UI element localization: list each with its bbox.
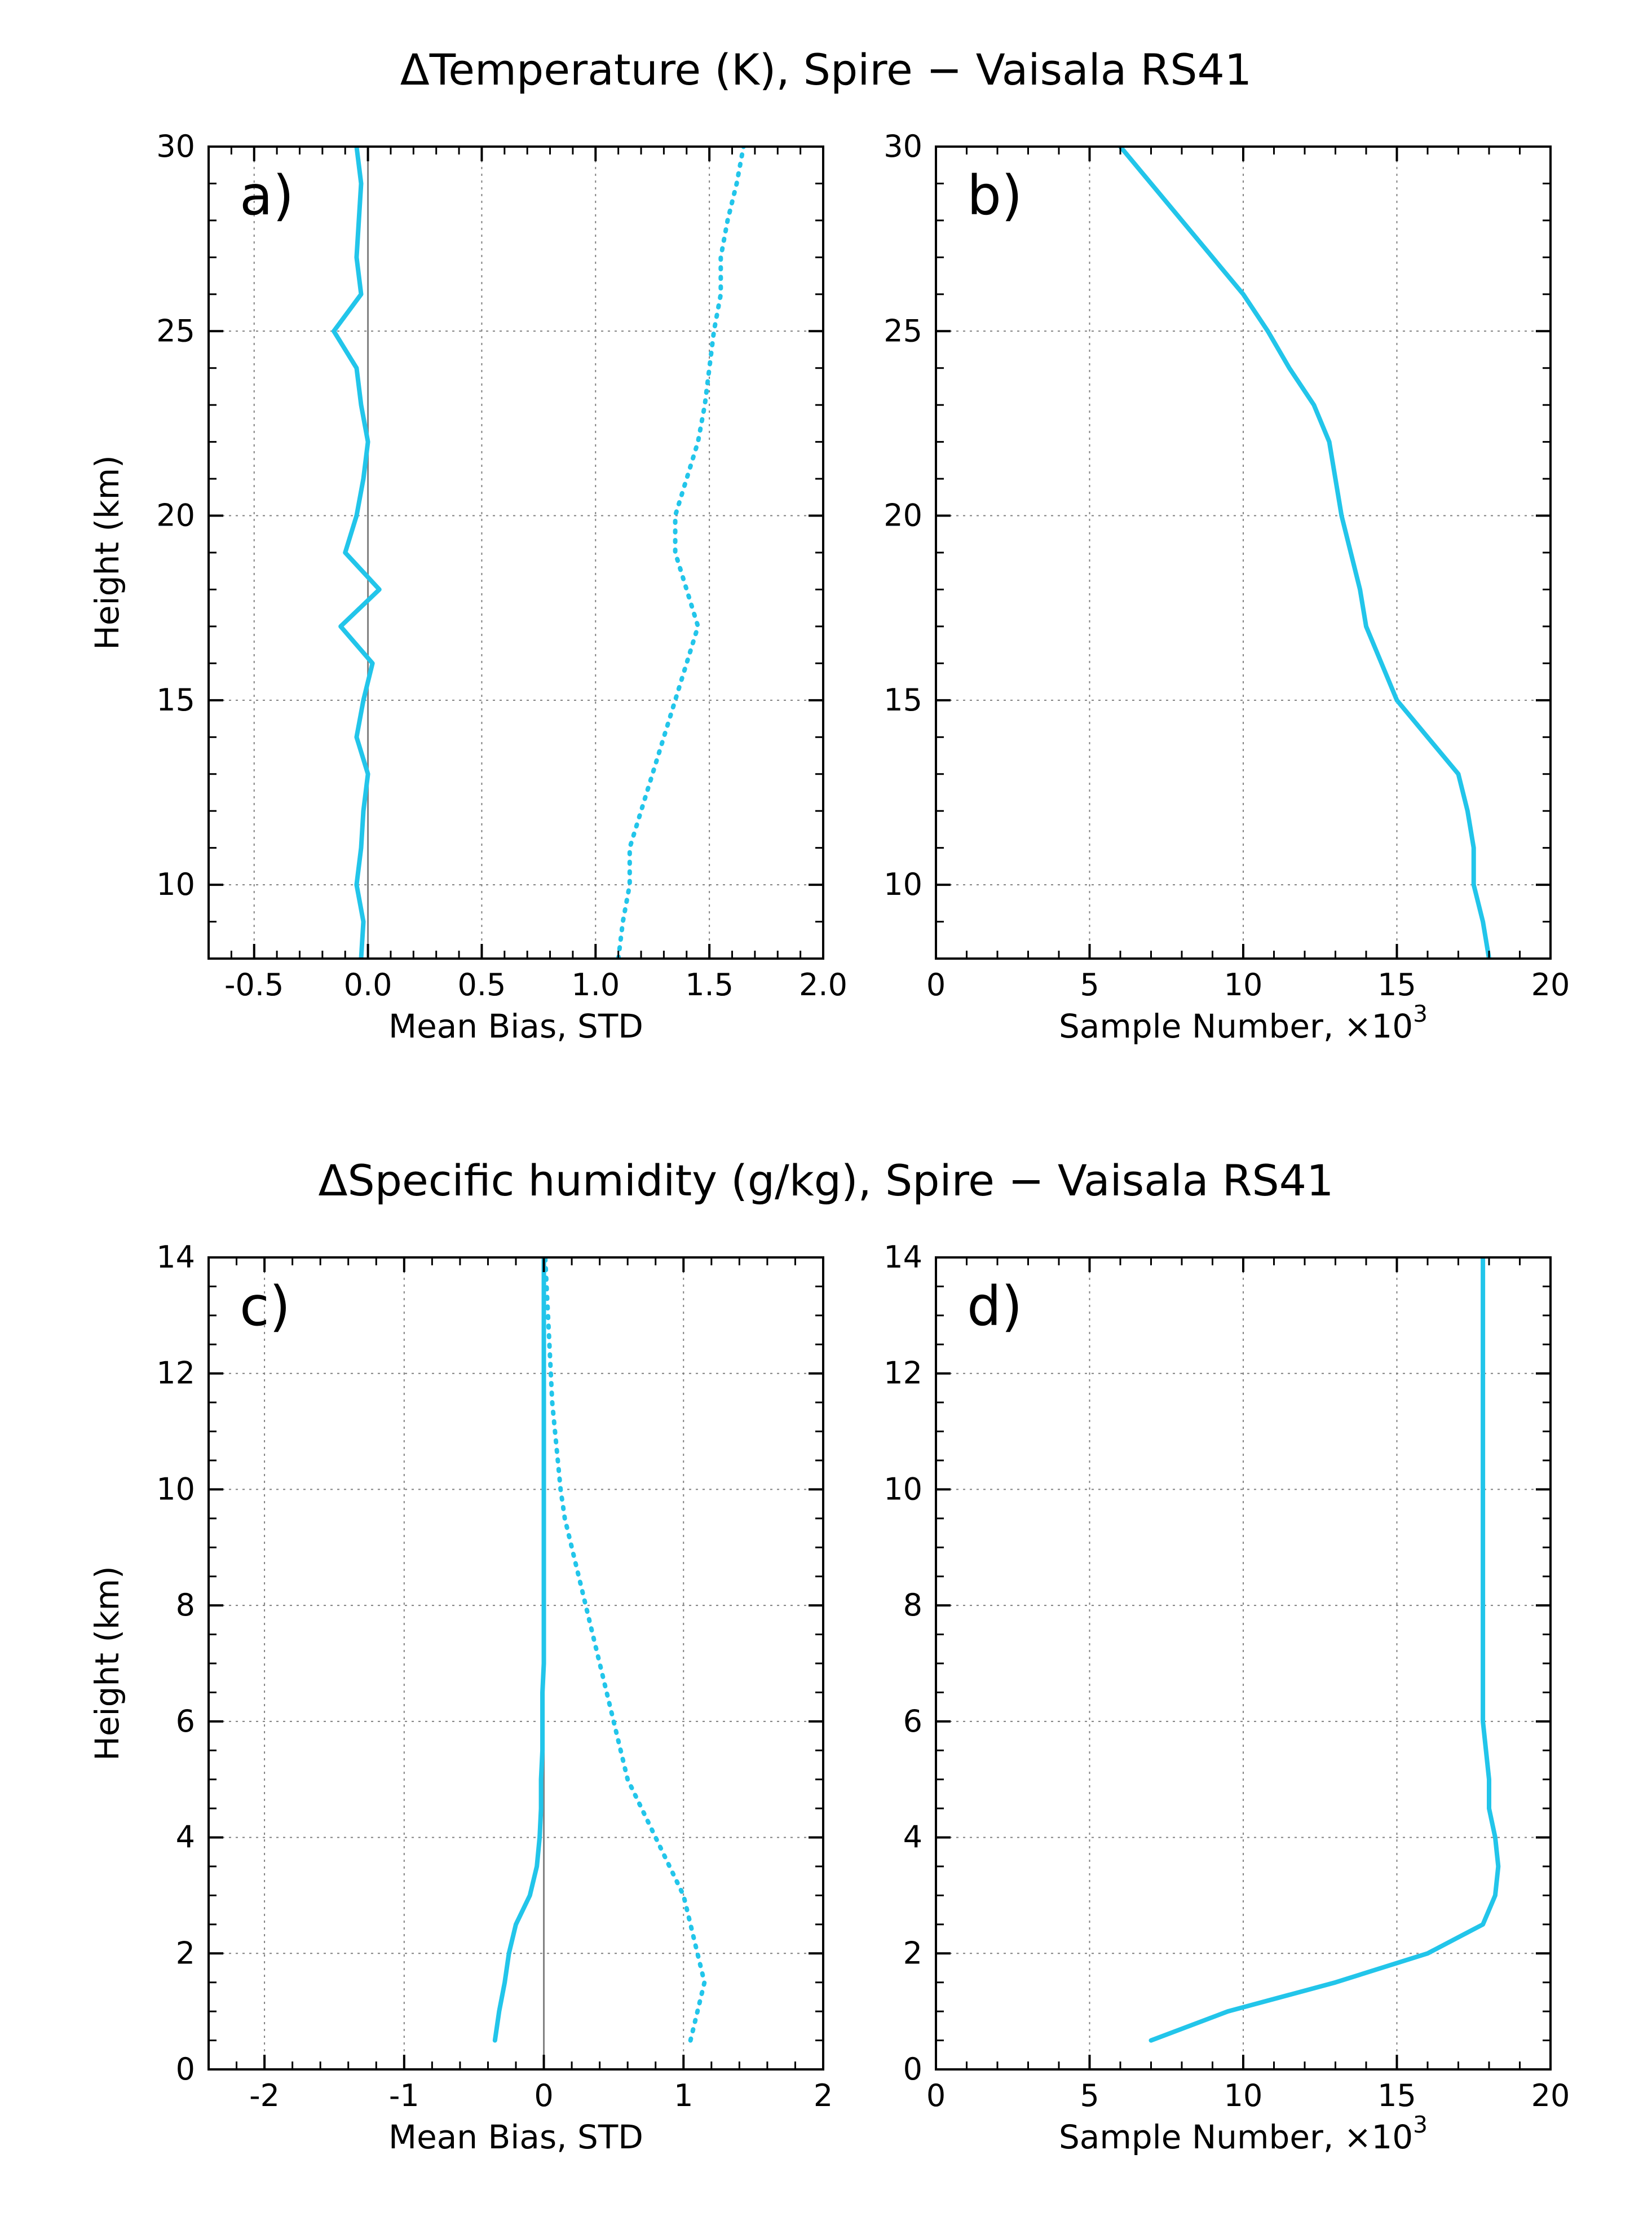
ytick-label: 15 [884,682,922,718]
series-samples [1120,147,1489,959]
x-axis-label: Mean Bias, STD [388,1007,643,1045]
ytick-label: 8 [903,1587,922,1623]
ytick-label: 25 [884,313,922,348]
panel-a: -0.5 0.0 0.5 1.0 1.5 2.0 10 15 20 25 30 Mean Bias, … [88,129,847,1045]
series-mean_bias [495,1257,544,2041]
panel-d: 0 5 10 15 20 0 2 4 6 8 10 12 14 Sample Number, ×103 d) [884,1239,1570,2156]
x-axis-label: Sample Number, ×103 [1059,2111,1428,2156]
xtick-label: 1.5 [685,967,734,1003]
xtick-label: 1 [674,2078,693,2113]
ytick-label: 6 [903,1703,922,1739]
top-title: ΔTemperature (K), Spire − Vaisala RS41 [400,45,1252,95]
panel-c: -2-101202468101214Mean Bias, STDHeight (… [88,1239,833,2156]
xtick-label: 0 [926,967,946,1003]
series-mean_bias [334,147,379,959]
ytick-label: 20 [884,498,922,533]
xtick-label: 5 [1080,967,1099,1003]
panel-label: d) [967,1275,1022,1338]
xtick-label: 2 [814,2078,833,2113]
ytick-label: 25 [156,313,195,348]
ytick-label: 10 [884,1471,922,1507]
xtick-label: 0 [926,2078,946,2113]
xtick-label: 20 [1531,967,1570,1003]
axis-frame [209,147,823,959]
ytick-label: 8 [176,1587,195,1623]
ytick-label: 2 [903,1935,922,1971]
xtick-label: -1 [389,2078,419,2113]
ytick-label: 15 [156,682,195,718]
panel-label: a) [240,164,294,227]
ytick-label: 30 [884,129,922,164]
ytick-label: 4 [176,1820,195,1855]
panel-label: b) [967,164,1022,227]
ytick-label: 20 [156,498,195,533]
xtick-label: 1.0 [571,967,620,1003]
ytick-label: 10 [884,867,922,902]
ytick-label: 6 [176,1703,195,1739]
panel-b: 0 5 10 15 20 10 15 20 25 30 Sample Number, ×103 b) [884,129,1570,1045]
ytick-label: 10 [156,867,195,902]
series-std [545,1257,704,2041]
ytick-label: 30 [156,129,195,164]
xtick-label: 2.0 [799,967,847,1003]
series-std [619,147,744,959]
axis-frame [209,1257,823,2069]
xtick-label: 0 [534,2078,553,2113]
xtick-label: 0.0 [344,967,392,1003]
y-axis-label: Height (km) [88,1566,126,1761]
ytick-label: 0 [903,2051,922,2087]
xtick-label: 0.5 [457,967,506,1003]
xtick-label: -0.5 [224,967,284,1003]
xtick-label: 20 [1531,2078,1570,2113]
ytick-label: 2 [176,1935,195,1971]
ytick-label: 12 [884,1356,922,1391]
bottom-title: ΔSpecific humidity (g/kg), Spire − Vaisa… [319,1155,1334,1206]
ytick-label: 12 [156,1356,195,1391]
y-axis-label: Height (km) [88,455,126,650]
ytick-label: 0 [176,2051,195,2087]
figure-container: ΔTemperature (K), Spire − Vaisala RS41 ΔS… [0,0,1652,2216]
figure-svg: ΔTemperature (K), Spire − Vaisala RS41 ΔS… [0,0,1652,2216]
series-samples [1151,1257,1499,2041]
xtick-label: 15 [1377,967,1416,1003]
ytick-label: 14 [884,1239,922,1275]
xtick-label: 15 [1377,2078,1416,2113]
xtick-label: 5 [1080,2078,1099,2113]
ytick-label: 14 [156,1239,195,1275]
panel-label: c) [240,1275,290,1338]
x-axis-label: Mean Bias, STD [388,2118,643,2156]
xtick-label: -2 [249,2078,280,2113]
ytick-label: 4 [903,1820,922,1855]
x-axis-label: Sample Number, ×103 [1059,1000,1428,1045]
ytick-label: 10 [156,1471,195,1507]
xtick-label: 10 [1224,2078,1263,2113]
xtick-label: 10 [1224,967,1263,1003]
